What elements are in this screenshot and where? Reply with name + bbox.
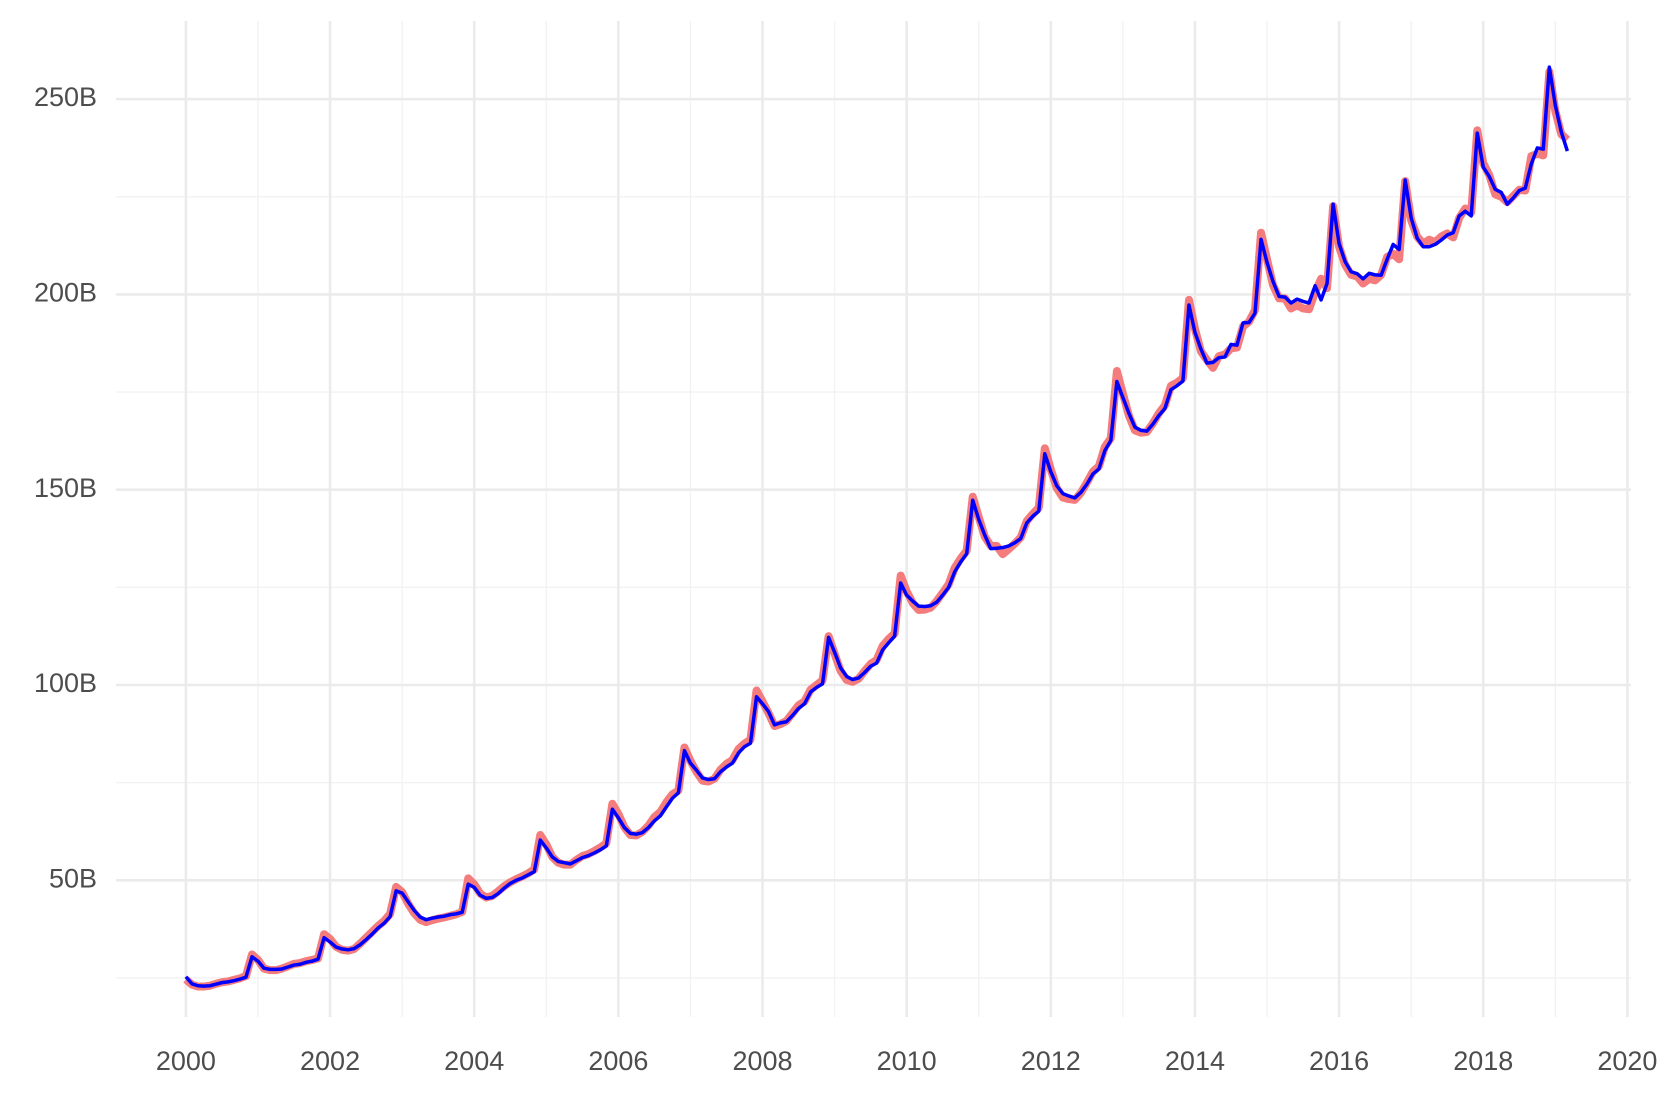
x-tick-label: 2000 [156,1046,216,1076]
y-tick-label: 100B [34,668,97,698]
series-line [184,65,1570,988]
y-tick-label: 250B [34,82,97,112]
y-tick-label: 200B [34,278,97,308]
x-tick-label: 2014 [1165,1046,1225,1076]
series-line [183,67,1571,991]
x-tick-label: 2010 [877,1046,937,1076]
x-tick-label: 2008 [732,1046,792,1076]
x-tick-label: 2006 [588,1046,648,1076]
x-tick-label: 2020 [1597,1046,1657,1076]
y-tick-label: 150B [34,473,97,503]
y-tick-label: 50B [49,863,97,893]
x-tick-label: 2012 [1021,1046,1081,1076]
x-tick-label: 2004 [444,1046,504,1076]
x-tick-label: 2016 [1309,1046,1369,1076]
x-tick-label: 2002 [300,1046,360,1076]
x-tick-label: 2018 [1453,1046,1513,1076]
